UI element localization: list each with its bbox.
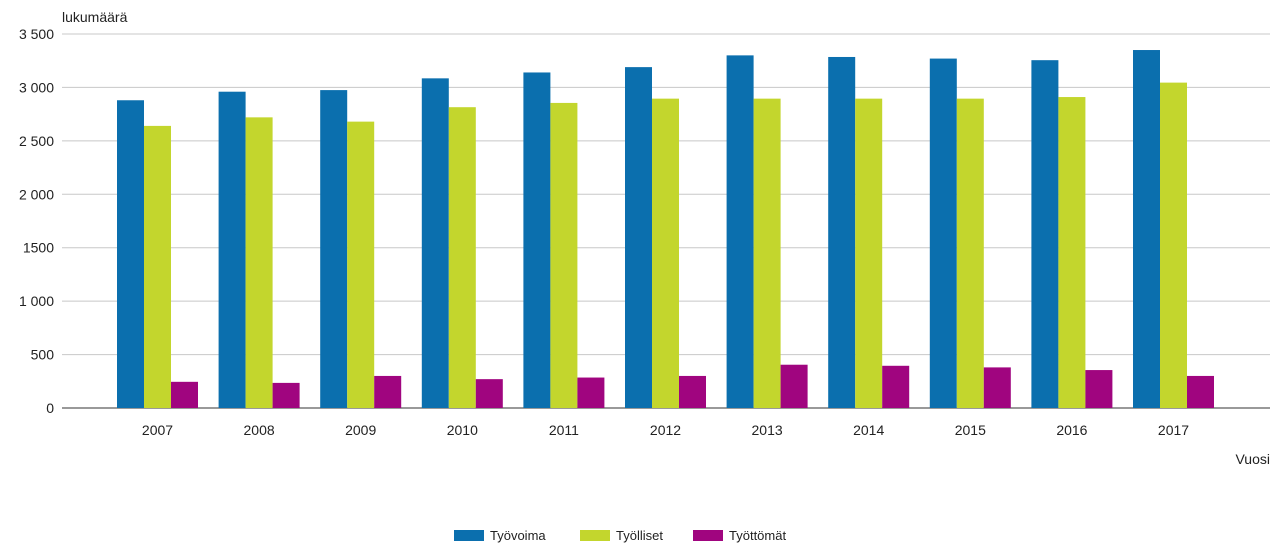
bar-työlliset-2008 [245,117,273,408]
bar-työlliset-2015 [956,98,984,409]
legend-swatch [693,530,723,541]
bar-työlliset-2010 [448,107,476,408]
legend-label: Työlliset [616,528,663,543]
y-axis: 0 500 1 000 1500 2 000 2 500 3 000 3 500 [19,26,54,416]
bar-työlliset-2013 [753,98,781,409]
bar-työvoima-2016 [1031,60,1059,409]
y-tick-label: 1500 [23,240,54,256]
bar-työvoima-2012 [625,67,652,408]
bar-työttömät-2009 [374,375,402,408]
x-tick-label: 2017 [1158,422,1189,438]
y-tick-label: 3 500 [19,26,54,42]
bar-työvoima-2010 [421,78,449,409]
x-tick-label: 2010 [447,422,478,438]
x-tick-label: 2015 [955,422,986,438]
legend-label: Työvoima [490,528,546,543]
bar-työvoima-2017 [1133,50,1160,409]
y-tick-label: 500 [31,347,55,363]
bar-työlliset-2017 [1160,82,1187,409]
bar-työttömät-2016 [1085,370,1113,408]
x-tick-label: 2011 [549,422,579,438]
bar-työttömät-2012 [679,375,706,408]
bar-työvoima-2013 [726,55,754,408]
bar-työttömät-2015 [983,367,1011,408]
bar-työvoima-2007 [117,100,144,408]
y-tick-label: 2 500 [19,133,54,149]
x-tick-label: 2008 [244,422,275,438]
x-tick-label: 2009 [345,422,376,438]
y-axis-title: lukumäärä [62,9,128,25]
y-tick-label: 2 000 [19,186,54,202]
x-axis-title: Vuosi [1235,451,1270,467]
y-tick-label: 1 000 [19,293,54,309]
bar-työlliset-2011 [550,102,578,409]
x-axis: 2007 2008 2009 2010 2011 2012 2013 2014 2015 2016… [142,422,1189,438]
bar-työvoima-2015 [929,58,957,408]
x-tick-label: 2014 [853,422,884,438]
bar-työttömät-2014 [882,365,910,408]
bar-työttömät-2011 [577,377,605,408]
legend-item: Työttömät [693,528,786,543]
bar-työlliset-2016 [1058,97,1086,408]
bar-työvoima-2009 [320,90,348,408]
legend-swatch [580,530,610,541]
bar-työvoima-2014 [828,56,856,409]
bar-työttömät-2010 [475,379,503,408]
legend: Työvoima Työlliset Työttömät [454,528,786,543]
bar-työttömät-2013 [780,364,808,408]
bar-työttömät-2017 [1187,375,1214,408]
bar-työlliset-2012 [652,98,679,409]
legend-label: Työttömät [729,528,786,543]
x-tick-label: 2012 [650,422,681,438]
bars [117,50,1214,409]
bar-työvoima-2008 [218,91,246,409]
x-tick-label: 2007 [142,422,173,438]
y-tick-label: 0 [46,400,54,416]
legend-item: Työlliset [580,528,663,543]
bar-työttömät-2007 [171,381,198,408]
legend-item: Työvoima [454,528,546,543]
bar-työlliset-2014 [855,98,883,409]
y-tick-label: 3 000 [19,79,54,95]
bar-työvoima-2011 [523,72,551,409]
bar-työlliset-2009 [347,121,375,408]
bar-työttömät-2008 [272,382,300,408]
bar-työlliset-2007 [144,125,171,408]
x-tick-label: 2016 [1056,422,1087,438]
legend-swatch [454,530,484,541]
x-tick-label: 2013 [752,422,783,438]
